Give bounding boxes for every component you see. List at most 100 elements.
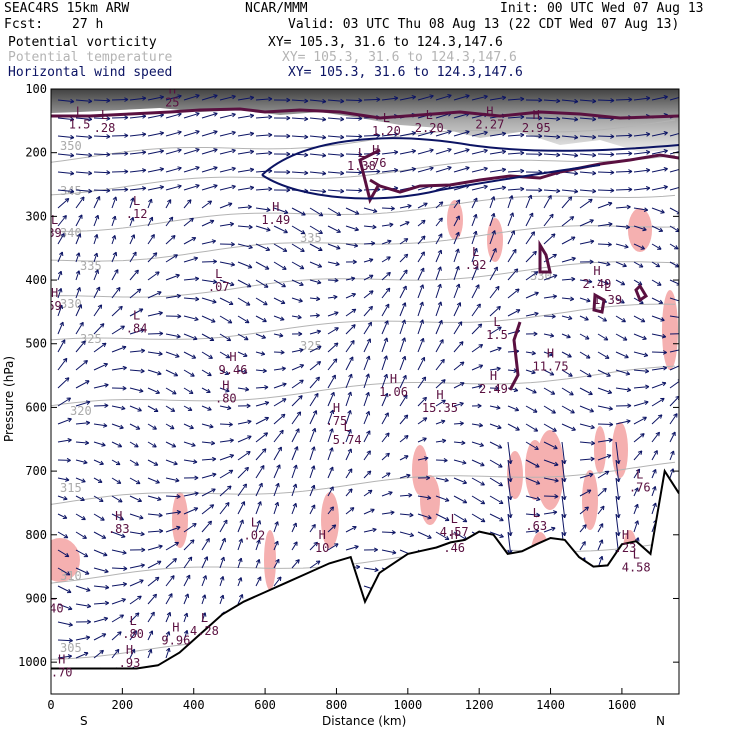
wind-arrowhead <box>420 251 425 256</box>
wind-vector <box>111 495 123 503</box>
wind-arrowhead <box>459 421 464 426</box>
wind-arrowhead <box>455 283 461 289</box>
wind-vector <box>291 171 309 174</box>
wind-arrowhead <box>187 406 193 411</box>
wind-vector <box>363 242 375 245</box>
wind-vector <box>255 243 270 251</box>
wind-arrowhead <box>429 94 434 99</box>
wind-vector <box>111 583 127 587</box>
wind-vector <box>147 252 158 263</box>
wind-arrowhead <box>531 350 536 356</box>
wind-arrowhead <box>385 303 390 309</box>
pv-extremum-type: L <box>133 194 140 208</box>
wind-arrowhead <box>118 498 123 503</box>
wind-vector <box>75 117 92 120</box>
wind-vector <box>561 196 573 209</box>
wind-vector <box>471 441 484 447</box>
wind-vector <box>165 405 175 412</box>
pv-extremum-type: L <box>49 589 56 603</box>
wind-arrowhead <box>75 270 81 275</box>
wind-vector <box>543 441 558 450</box>
wind-arrowhead <box>607 201 613 207</box>
wind-vector <box>165 167 182 173</box>
wind-vector <box>651 315 665 321</box>
wind-vector <box>111 567 128 570</box>
wind-vector <box>165 423 175 430</box>
wind-arrowhead <box>329 428 334 433</box>
wind-vector <box>435 320 443 335</box>
wind-arrowhead <box>532 389 537 394</box>
wind-arrowhead <box>123 566 128 571</box>
wind-arrowhead <box>496 366 501 372</box>
wind-vector <box>669 261 679 268</box>
wind-vector <box>309 135 326 139</box>
wind-arrowhead <box>615 513 621 519</box>
wind-vector <box>291 117 309 120</box>
wind-vector <box>489 132 506 137</box>
wind-vector <box>633 187 650 191</box>
wind-arrowhead <box>473 230 478 236</box>
wind-vector <box>453 321 463 335</box>
x-tick-label: 1600 <box>607 698 636 712</box>
wind-vector <box>255 225 271 231</box>
wind-arrowhead <box>226 336 232 342</box>
wind-arrowhead <box>610 98 615 103</box>
wind-arrowhead <box>574 152 579 158</box>
wind-arrowhead <box>283 229 288 234</box>
wind-vector <box>543 405 556 414</box>
wind-arrowhead <box>193 335 198 341</box>
wind-vector <box>489 405 501 409</box>
wind-vector <box>129 387 144 392</box>
pv-extremum-type: L <box>101 108 108 122</box>
y-tick-label: 700 <box>25 464 47 478</box>
wind-vector <box>129 531 145 535</box>
wind-vector <box>381 240 392 245</box>
wind-vector <box>57 621 73 626</box>
pv-extremum-value: .70 <box>51 665 73 679</box>
wind-vector <box>201 148 218 155</box>
wind-arrowhead <box>498 481 504 487</box>
wind-arrowhead <box>159 331 164 336</box>
wind-arrowhead <box>497 444 503 449</box>
wind-arrowhead <box>447 94 452 99</box>
wind-vector <box>471 230 477 245</box>
wind-vector <box>381 393 388 407</box>
wind-arrowhead <box>81 515 86 521</box>
wind-vector <box>399 375 407 389</box>
wind-vector <box>633 487 639 497</box>
wind-arrowhead <box>286 133 291 139</box>
pv-extremum-value: .92 <box>465 258 487 272</box>
wind-vector <box>507 350 519 353</box>
wind-vector <box>219 454 234 461</box>
wind-vector <box>579 473 594 479</box>
wind-arrowhead <box>497 326 502 331</box>
wind-arrowhead <box>96 286 101 292</box>
wind-arrowhead <box>507 477 513 483</box>
wind-vector <box>75 270 80 281</box>
wind-vector <box>219 594 224 605</box>
wind-arrowhead <box>177 148 182 153</box>
wind-vector <box>651 486 656 497</box>
y-tick-label: 100 <box>25 82 47 96</box>
wind-vector <box>147 312 163 317</box>
wind-vector <box>93 495 104 502</box>
wind-arrowhead <box>456 302 462 307</box>
wind-vector <box>93 117 111 120</box>
wind-vector <box>273 413 286 425</box>
wind-arrowhead <box>119 516 125 521</box>
wind-arrowhead <box>298 395 303 400</box>
wind-arrowhead <box>66 457 71 463</box>
wind-arrowhead <box>212 279 218 285</box>
wind-arrowhead <box>507 495 513 501</box>
wind-arrowhead <box>65 571 71 576</box>
wind-arrowhead <box>244 386 250 392</box>
wind-arrowhead <box>170 575 175 580</box>
wind-arrowhead <box>68 638 73 643</box>
wind-vector <box>651 333 666 338</box>
wind-arrowhead <box>655 431 660 437</box>
pv-extremum-type: L <box>472 245 479 259</box>
wind-vector <box>435 148 452 155</box>
wind-vector <box>309 410 317 425</box>
wind-vector <box>147 216 153 227</box>
wind-arrowhead <box>96 195 101 201</box>
